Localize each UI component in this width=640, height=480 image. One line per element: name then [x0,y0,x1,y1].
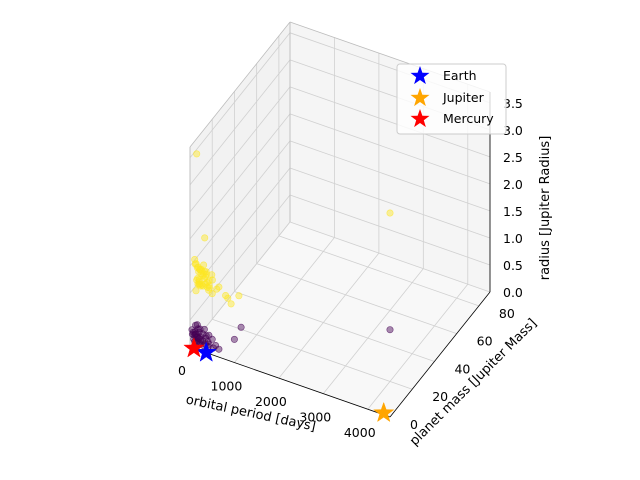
legend-star-earth-icon [410,66,430,85]
z-grid-leftwall [189,113,291,240]
z-grid-leftwall [189,140,291,267]
y-tick-label: 0 [410,417,418,432]
y-grid-floor [212,318,413,390]
z-grid-leftwall [189,194,291,321]
z-grid-backwall [289,113,491,185]
x-grid-floor [367,283,469,410]
z-tick-label: 1.0 [503,231,523,246]
x-tick-label: 1000 [211,379,243,394]
pane-edge-left-top [189,21,291,148]
star-marker-mercury [183,337,205,358]
legend-label-mercury: Mercury [443,111,494,126]
axis-panes [190,22,490,417]
z-axis-title: radius [Jupiter Radius] [538,136,553,281]
scatter-point [193,150,201,158]
star-marker-jupiter [372,401,395,423]
y-tick-label: 20 [432,389,448,404]
x-tick-label: 0 [178,363,186,378]
z-grid-leftwall [189,59,291,186]
legend-label-jupiter: Jupiter [442,90,485,105]
scatter-point [227,300,235,308]
scatter-point [235,292,243,300]
y-tick-label: 80 [499,306,515,321]
scatter-point [208,290,216,298]
y-grid-floor [278,235,480,307]
scatter-point [192,287,200,295]
x-tick-label: 4000 [344,425,376,440]
scatter-point [230,335,238,343]
scatter-point [213,285,221,293]
scatter-point [193,321,201,329]
x-grid-floor [278,252,380,379]
z-grid-leftwall [189,86,291,213]
scatter-point [201,234,209,242]
z-grid-backwall [289,86,491,158]
floor-pane [190,222,490,417]
z-tick-label: 3.0 [503,123,523,138]
scatter-point [200,261,208,269]
scatter-point [208,276,216,284]
legend-star-jupiter-icon [410,88,430,107]
z-tick-label: 2.5 [503,150,523,165]
tick-labels: 0 1000 2000 3000 4000 0 20 40 60 80 0.0 0.5 1.0 1.5 2.… [178,96,523,440]
scatter-point [224,294,232,302]
y-tick-label: 40 [454,361,470,376]
z-tick-label: 1.5 [503,204,523,219]
x-tick-label: 2000 [255,394,287,409]
z-tick-label: 2.0 [503,177,523,192]
legend-star-mercury-icon [410,109,430,128]
z-grid-backwall [289,140,491,212]
scatter-point [208,271,216,279]
grid-lines [189,22,491,418]
y-axis-line [389,291,491,418]
z-tick-label: 3.5 [503,96,523,111]
left-wall-pane [190,22,290,347]
z-grid-backwall [289,221,491,293]
z-tick-label: 0.5 [503,258,523,273]
scatter-point [202,270,210,278]
x-grid-floor [234,237,335,363]
scatter-point [386,209,394,217]
scatter-point [237,323,245,331]
x-grid-floor [323,268,424,394]
y-tick-label: 60 [477,334,493,349]
scatter-point [202,268,210,276]
legend: Earth Jupiter Mercury [396,63,507,135]
scatter-point [205,331,213,339]
scatter-point [215,283,223,291]
data-points [183,150,395,423]
scatter-point [200,325,208,333]
y-grid-floor [256,263,457,335]
z-tick-label: 0.0 [503,285,523,300]
z-grid-leftwall [189,32,291,159]
z-grid-backwall [289,167,491,239]
z-grid-backwall [289,194,491,266]
scatter-point [205,284,213,292]
x-axis-title: orbital period [days] [184,392,317,434]
legend-label-earth: Earth [443,68,477,83]
x-tick-label: 3000 [299,410,331,425]
y-grid-floor [234,291,435,362]
scatter-point [386,326,394,334]
z-grid-leftwall [189,221,291,348]
x-axis-line [189,346,391,418]
